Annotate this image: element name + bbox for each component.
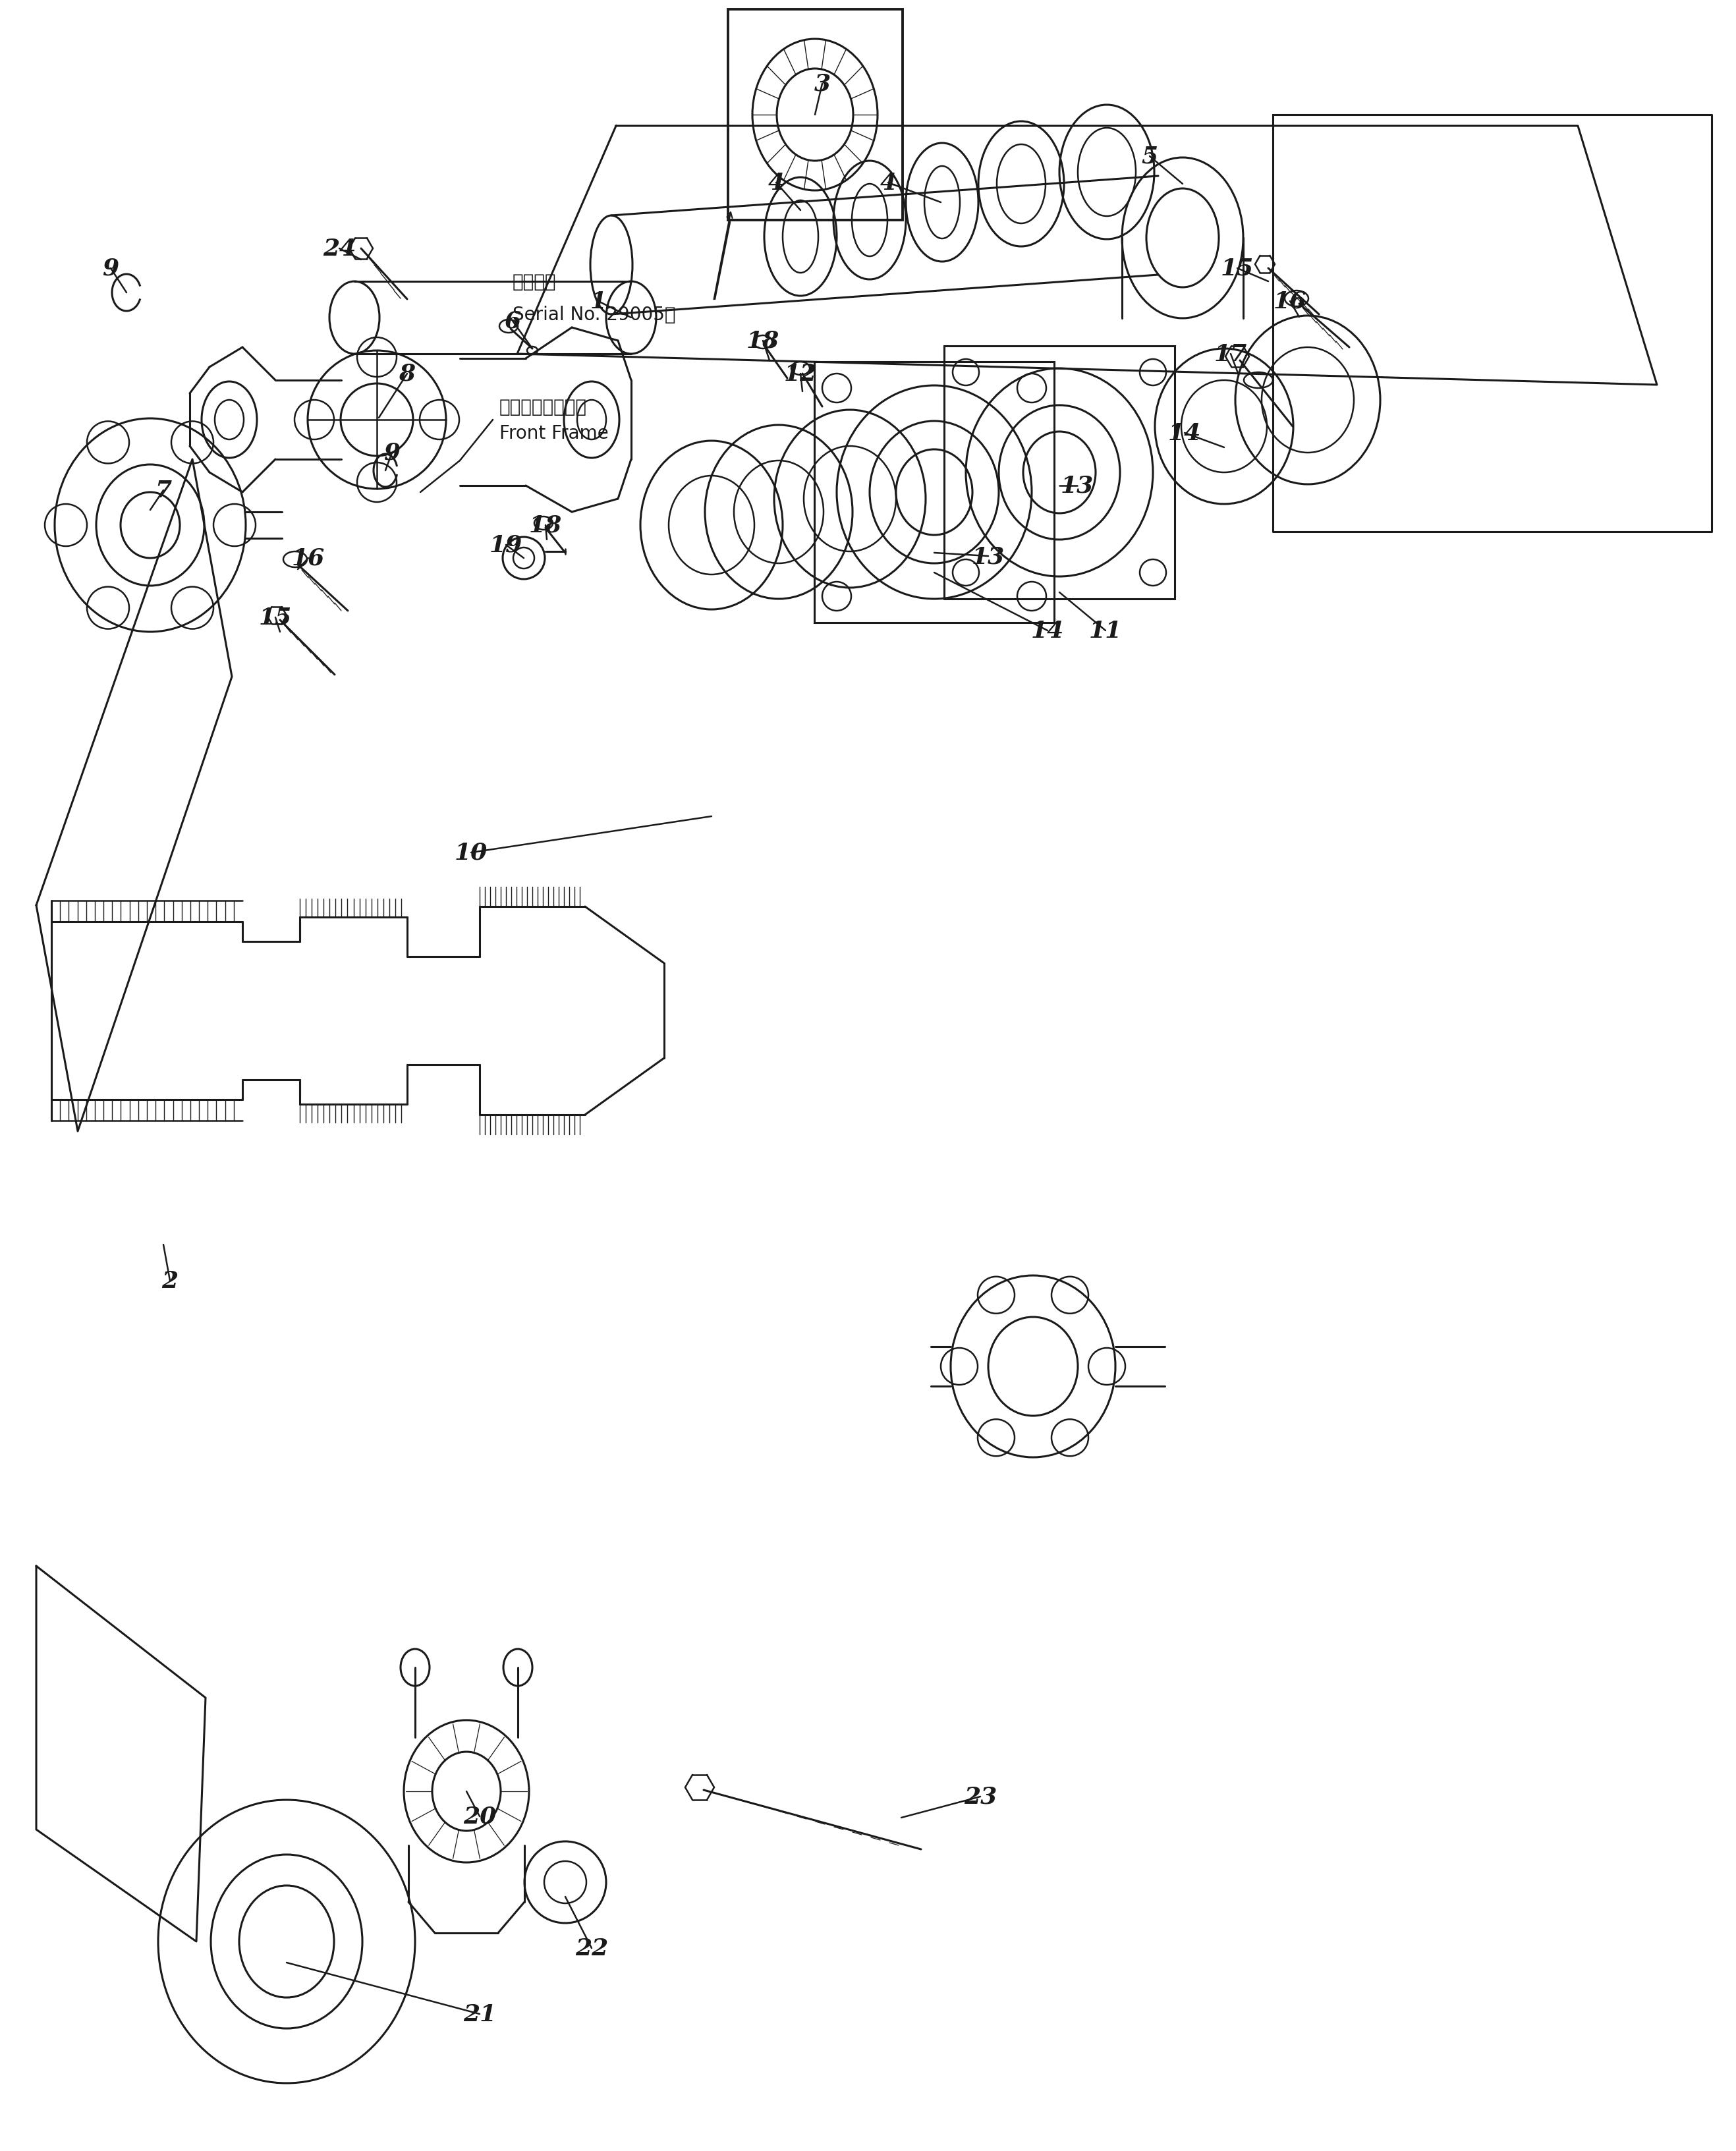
Text: 16: 16 bbox=[292, 546, 325, 570]
Text: 14: 14 bbox=[1031, 619, 1064, 643]
Text: 14: 14 bbox=[1168, 422, 1201, 445]
Text: 16: 16 bbox=[1274, 290, 1307, 312]
Text: 18: 18 bbox=[746, 329, 779, 353]
Text: 12: 12 bbox=[785, 364, 818, 385]
Bar bbox=[814, 361, 1054, 624]
Text: 5: 5 bbox=[1141, 146, 1158, 168]
Text: 8: 8 bbox=[399, 364, 415, 385]
Text: 3: 3 bbox=[814, 73, 830, 95]
Text: 18: 18 bbox=[529, 514, 562, 538]
Bar bbox=[727, 11, 903, 222]
Text: 10: 10 bbox=[455, 841, 488, 865]
Text: 15: 15 bbox=[1220, 258, 1253, 280]
Text: 13: 13 bbox=[972, 546, 1005, 568]
Text: 20: 20 bbox=[464, 1805, 496, 1828]
Text: 7: 7 bbox=[155, 480, 172, 501]
Text: 13: 13 bbox=[1061, 475, 1094, 497]
Text: Serial No. 29005～: Serial No. 29005～ bbox=[512, 305, 675, 325]
Text: 1: 1 bbox=[590, 290, 606, 312]
Bar bbox=[944, 346, 1175, 600]
Text: 19: 19 bbox=[490, 533, 523, 557]
Text: フロントフレーム: フロントフレーム bbox=[500, 398, 587, 417]
Text: 24: 24 bbox=[323, 239, 356, 260]
Text: 2: 2 bbox=[161, 1269, 179, 1293]
Text: 15: 15 bbox=[259, 607, 292, 628]
Text: 6: 6 bbox=[503, 310, 521, 333]
Text: 11: 11 bbox=[1088, 619, 1121, 643]
Text: 23: 23 bbox=[963, 1785, 996, 1807]
Text: 適用号機: 適用号機 bbox=[512, 273, 556, 290]
Text: 4: 4 bbox=[767, 172, 785, 194]
Text: 4: 4 bbox=[880, 172, 896, 194]
Text: 21: 21 bbox=[464, 2003, 496, 2026]
Text: 22: 22 bbox=[575, 1936, 608, 1960]
Text: Front Frame: Front Frame bbox=[500, 424, 609, 443]
Text: 9: 9 bbox=[384, 441, 401, 465]
Text: 9: 9 bbox=[102, 258, 120, 280]
Text: 17: 17 bbox=[1213, 344, 1246, 366]
